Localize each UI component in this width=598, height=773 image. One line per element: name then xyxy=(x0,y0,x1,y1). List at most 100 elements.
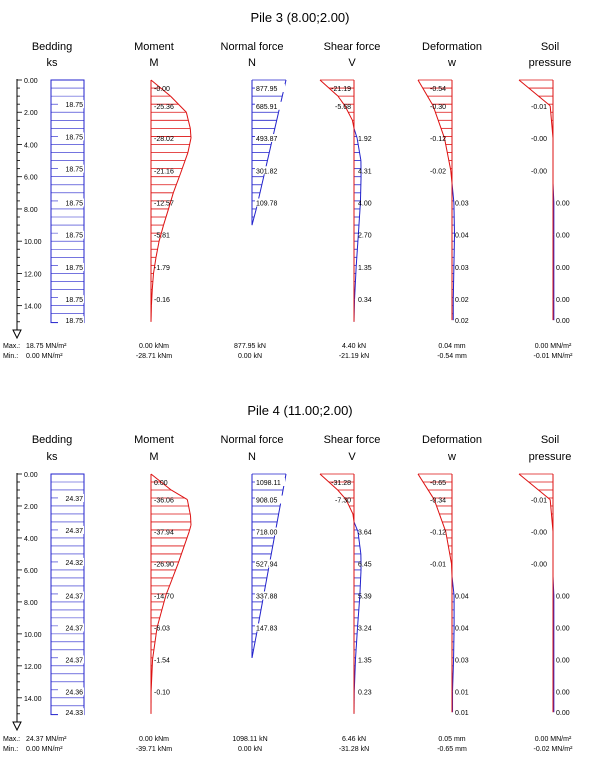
normal-force-max: 877.95 kN xyxy=(234,343,266,350)
bedding-value-label: 24.33 xyxy=(65,710,83,717)
depth-tick-label: 10.00 xyxy=(24,239,42,246)
shear-force-value-label: 0.23 xyxy=(358,689,372,696)
deformation-min: -0.65 mm xyxy=(437,746,467,753)
depth-tick-label: 6.00 xyxy=(24,175,38,182)
shear-force-value-label: -5.68 xyxy=(335,104,351,111)
shear-force-value-label: 5.39 xyxy=(358,594,372,601)
summary-min-label: Min.: xyxy=(3,746,18,753)
soil-pressure-value-label: 0.00 xyxy=(556,201,570,208)
normal-force-value-label: 908.05 xyxy=(256,498,278,505)
soil-pressure-value-label: 0.00 xyxy=(556,657,570,664)
deformation-value-label: -0.65 xyxy=(430,480,446,487)
moment-value-label: -37.94 xyxy=(154,530,174,537)
column-symbol: w xyxy=(447,451,456,463)
depth-tick-label: 10.00 xyxy=(24,632,42,639)
shear-force-value-label: 1.35 xyxy=(358,265,372,272)
deformation-value-label: 0.04 xyxy=(455,594,469,601)
moment-value-label: -0.00 xyxy=(154,86,170,93)
bedding-value-label: 24.37 xyxy=(65,594,83,601)
normal-force-max: 1098.11 kN xyxy=(232,736,267,743)
deformation-value-label: 0.03 xyxy=(455,657,469,664)
pile-4-chart: Pile 4 (11.00;2.00)BeddingksMomentMNorma… xyxy=(3,403,573,753)
shear-force-min: -21.19 kN xyxy=(339,353,369,360)
deformation-value-label: -0.30 xyxy=(430,104,446,111)
soil-pressure-value-label: 0.00 xyxy=(556,625,570,632)
deformation-value-label: 0.01 xyxy=(455,689,469,696)
column-title: Shear force xyxy=(324,41,381,53)
column-symbol: pressure xyxy=(529,451,572,463)
bedding-value-label: 24.37 xyxy=(65,657,83,664)
normal-force-value-label: 337.88 xyxy=(256,594,278,601)
bedding-value-label: 18.75 xyxy=(65,134,83,141)
deformation-value-label: 0.03 xyxy=(455,201,469,208)
summary-max-label: Max.: xyxy=(3,343,20,350)
depth-tick-label: 12.00 xyxy=(24,271,42,278)
column-symbol: M xyxy=(149,451,158,463)
column-symbol: N xyxy=(248,451,256,463)
deformation-value-label: -0.01 xyxy=(430,562,446,569)
shear-force-value-label: 3.24 xyxy=(358,625,372,632)
bedding-value-label: 18.75 xyxy=(65,102,83,109)
normal-force-value-label: 1098.11 xyxy=(256,480,281,487)
summary-rows: Max.:Min.:24.37 MN/m²0.00 MN/m²0.00 kNm-… xyxy=(3,736,573,753)
bedding-value-label: 18.75 xyxy=(65,0,83,2)
moment-value-label: -0.10 xyxy=(154,689,170,696)
shear-force-diagram: -21.19-5.681.924.314.002.701.350.34 xyxy=(320,80,372,322)
column-title: Normal force xyxy=(221,41,284,53)
shear-force-value-label: 3.64 xyxy=(358,530,372,537)
moment-value-label: 0.00 xyxy=(154,480,168,487)
normal-force-value-label: 685.91 xyxy=(256,104,278,111)
depth-axis-arrow xyxy=(13,330,21,338)
column-title: Bedding xyxy=(32,434,72,446)
shear-force-value-label: 4.31 xyxy=(358,168,372,175)
deformation-value-label: 0.03 xyxy=(455,265,469,272)
bedding-max: 18.75 MN/m² xyxy=(26,343,67,350)
normal-force-outline-segment xyxy=(252,634,257,658)
depth-tick-label: 2.00 xyxy=(24,504,38,511)
moment-outline-segment xyxy=(180,153,187,174)
depth-tick-label: 8.00 xyxy=(24,600,38,607)
summary-rows: Max.:Min.:18.75 MN/m²0.00 MN/m²0.00 kNm-… xyxy=(3,343,573,360)
soil-pressure-value-label: -0.01 xyxy=(531,498,547,505)
column-title: Normal force xyxy=(221,434,284,446)
pile-3-chart: Pile 3 (8.00;2.00)BeddingksMomentMNormal… xyxy=(3,0,573,360)
soil-pressure-value-label: -0.00 xyxy=(531,168,547,175)
normal-force-value-label: 301.82 xyxy=(256,168,278,175)
soil-pressure-value-label: -0.00 xyxy=(531,562,547,569)
moment-value-label: -1.54 xyxy=(154,657,170,664)
moment-value-label: -1.79 xyxy=(154,265,170,272)
summary-max-label: Max.: xyxy=(3,736,20,743)
moment-value-label: -36.06 xyxy=(154,498,174,505)
summary-min-label: Min.: xyxy=(3,353,18,360)
shear-force-value-label: 0.34 xyxy=(358,297,372,304)
column-symbol: pressure xyxy=(529,57,572,69)
shear-force-value-label: 4.00 xyxy=(358,201,372,208)
moment-diagram: 0.00-36.06-37.94-26.90-14.70-6.03-1.54-0… xyxy=(151,474,191,714)
deformation-value-label: 0.04 xyxy=(455,625,469,632)
moment-outline-segment xyxy=(189,525,191,531)
shear-force-value-label: 1.92 xyxy=(358,136,372,143)
shear-force-outline-segment xyxy=(360,177,361,203)
column-symbol: M xyxy=(149,57,158,69)
deformation-outline-segment xyxy=(446,532,452,564)
shear-force-max: 6.46 kN xyxy=(342,736,366,743)
depth-tick-label: 4.00 xyxy=(24,536,38,543)
deformation-value-label: -0.54 xyxy=(430,86,446,93)
depth-tick-label: 8.00 xyxy=(24,207,38,214)
moment-outline-segment xyxy=(178,532,189,564)
depth-tick-label: 12.00 xyxy=(24,664,42,671)
deformation-min: -0.54 mm xyxy=(437,353,467,360)
soil-pressure-outline-segment xyxy=(519,474,550,500)
shear-force-diagram: -31.28-7.303.646.455.393.241.350.23 xyxy=(320,474,372,714)
depth-tick-label: 14.00 xyxy=(24,696,42,703)
shear-force-value-label: 1.35 xyxy=(358,657,372,664)
normal-force-min: 0.00 kN xyxy=(238,353,262,360)
shear-force-value-label: -7.30 xyxy=(335,498,351,505)
soil-pressure-value-label: 0.00 xyxy=(556,710,570,717)
